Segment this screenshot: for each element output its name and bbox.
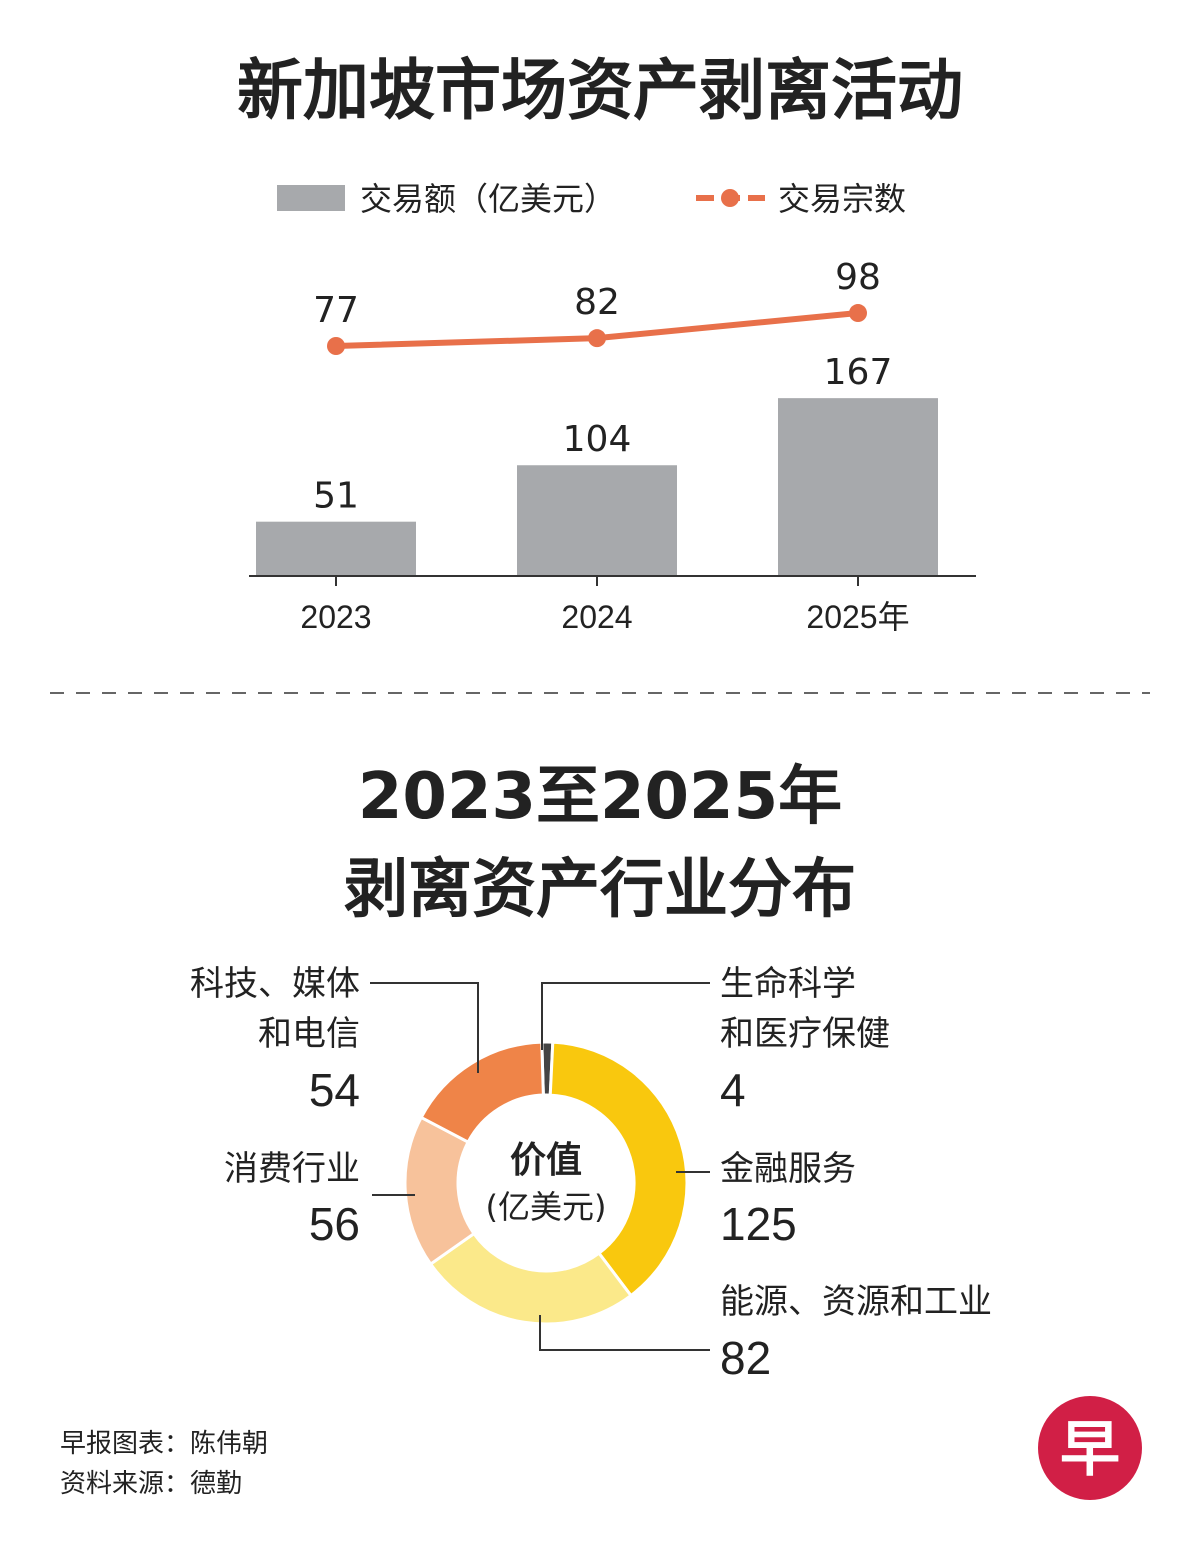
logo-char: 早 [1060, 1415, 1120, 1485]
line-value-label-2025年: 98 [835, 257, 881, 298]
logo-circle [1038, 1396, 1142, 1500]
legend-line-marker [721, 189, 739, 207]
leader-life-science [541, 982, 710, 1050]
donut-center-unit: (亿美元) [486, 1188, 607, 1226]
bar-2024 [517, 465, 677, 576]
slice-label-life-science-line2: 和医疗保健 [720, 1014, 890, 1054]
line-point-2023 [327, 337, 345, 355]
x-tick-label-2024: 2024 [561, 599, 632, 635]
bar-value-label-2023: 51 [313, 476, 359, 517]
slice-label-tech-line2: 和电信 [258, 1014, 360, 1054]
line-value-label-2023: 77 [313, 290, 359, 331]
publisher-logo: 早 [1038, 1396, 1142, 1500]
leader-lines [370, 982, 710, 1351]
slice-label-tech-line1: 科技、媒体 [190, 964, 360, 1004]
donut-center-title: 价值 [510, 1140, 582, 1181]
x-tick-label-2023: 2023 [300, 599, 371, 635]
donut-slice-energy [428, 1231, 634, 1326]
slice-value-consumer: 56 [309, 1198, 360, 1250]
donut-slice-tech [419, 1040, 545, 1145]
bar-2023 [256, 521, 416, 576]
page-title: 新加坡市场资产剥离活动 [237, 52, 963, 129]
donut-chart [403, 1040, 689, 1326]
slice-value-tech: 54 [309, 1064, 360, 1116]
x-tick-label-2025年: 2025年 [806, 599, 909, 635]
credit-source: 资料来源：德勤 [60, 1469, 242, 1499]
leader-tech [370, 982, 479, 1073]
line-value-label-2024: 82 [574, 282, 620, 323]
section2-title-line1: 2023至2025年 [358, 760, 842, 834]
bar-value-label-2024: 104 [563, 419, 632, 460]
legend: 交易额（亿美元） 交易宗数 [277, 180, 906, 218]
credit-graphic: 早报图表：陈伟朝 [60, 1429, 268, 1459]
slice-label-finance: 金融服务 [720, 1149, 856, 1189]
slice-label-life-science-line1: 生命科学 [720, 964, 856, 1004]
bar-2025年 [778, 398, 938, 576]
line-point-2024 [588, 329, 606, 348]
bar-value-label-2025年: 167 [824, 352, 893, 393]
legend-bar-swatch [277, 185, 345, 211]
legend-line-label: 交易宗数 [778, 180, 906, 218]
slice-value-finance: 125 [720, 1198, 797, 1250]
slice-value-energy: 82 [720, 1332, 771, 1384]
legend-bar-label: 交易额（亿美元） [360, 180, 616, 218]
line-point-2025年 [849, 304, 867, 323]
section2-title-line2: 剥离资产行业分布 [344, 853, 856, 927]
slice-label-consumer: 消费行业 [224, 1149, 360, 1189]
donut-slice-finance [548, 1040, 689, 1298]
leader-energy [539, 1315, 710, 1351]
combo-chart: 51 104 167 2023 2024 2025年 77 82 98 [249, 257, 976, 635]
slice-value-life-science: 4 [720, 1064, 746, 1116]
slice-label-energy: 能源、资源和工业 [720, 1282, 992, 1322]
